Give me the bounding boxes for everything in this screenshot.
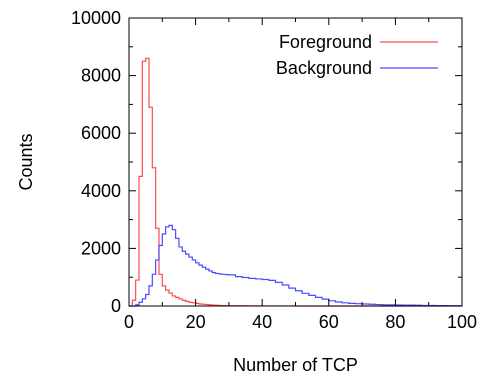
legend-label-background: Background	[276, 58, 372, 78]
y-tick-label: 0	[111, 296, 121, 316]
series-line-foreground	[129, 57, 462, 307]
x-tick-label: 20	[186, 312, 206, 332]
legend: Foreground Background	[276, 32, 438, 78]
x-tick-label: 60	[319, 312, 339, 332]
y-axis-label: Counts	[16, 133, 36, 190]
y-tick-label: 8000	[81, 66, 121, 86]
x-tick-label: 0	[124, 312, 134, 332]
series-line-background	[129, 224, 462, 307]
x-tick-label: 80	[385, 312, 405, 332]
y-tick-label: 2000	[81, 238, 121, 258]
x-tick-label: 40	[252, 312, 272, 332]
x-axis-label: Number of TCP	[233, 355, 358, 375]
x-tick-label: 100	[447, 312, 477, 332]
legend-label-foreground: Foreground	[279, 32, 372, 52]
y-tick-label: 4000	[81, 181, 121, 201]
y-tick-label: 10000	[71, 8, 121, 28]
y-tick-label: 6000	[81, 123, 121, 143]
